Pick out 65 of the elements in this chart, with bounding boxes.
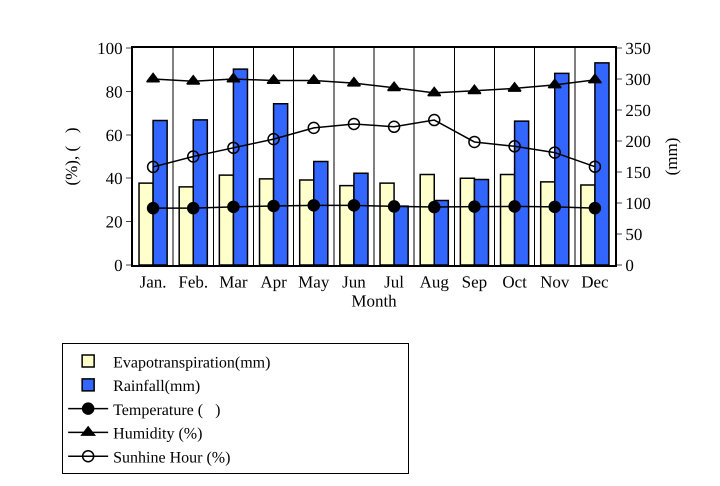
x-tick-label: Mar <box>219 272 248 292</box>
point <box>187 150 200 163</box>
legend-label: Temperature ( ) <box>113 402 220 419</box>
point <box>267 200 280 212</box>
point <box>588 202 602 214</box>
x-tick-label: Dec <box>581 272 610 292</box>
point <box>348 118 360 130</box>
y-tick-label: 40 <box>106 169 123 188</box>
y-tick-label: 100 <box>97 38 123 58</box>
point <box>308 199 320 212</box>
y2-tick-label: 0 <box>625 256 634 275</box>
x-tick-label: Feb. <box>178 272 208 292</box>
point <box>386 81 402 92</box>
point <box>508 200 521 213</box>
point <box>308 122 320 134</box>
legend-label: Sunhine Hour (%) <box>113 449 230 466</box>
point <box>267 132 280 146</box>
point <box>468 200 481 213</box>
y2-tick-label: 100 <box>625 194 651 213</box>
y-tick-label: 20 <box>106 212 123 232</box>
x-tick-label: Jun <box>342 272 366 292</box>
point <box>227 200 240 214</box>
y2-tick-label: 200 <box>625 132 651 151</box>
y-tick-label: 80 <box>106 82 123 102</box>
point <box>346 76 362 87</box>
point <box>548 146 561 159</box>
x-tick-label: Aug <box>420 272 450 292</box>
point <box>187 202 200 214</box>
y2-tick-label: 150 <box>625 162 651 182</box>
point <box>428 200 440 214</box>
y2-tick-label: 250 <box>625 100 651 120</box>
x-tick-label: Jan. <box>140 272 167 292</box>
x-tick-label: Jul <box>384 272 404 292</box>
point <box>468 136 481 148</box>
point <box>266 74 281 84</box>
y2-axis-title: (mm) <box>662 138 681 176</box>
point <box>548 200 561 214</box>
legend-label: Rainfall(mm) <box>113 378 200 396</box>
legend-label: Humidity (%) <box>113 426 202 443</box>
point <box>146 160 160 174</box>
point <box>388 120 400 134</box>
point <box>146 202 160 214</box>
legend-label: Evapotranspiration(mm) <box>113 354 270 372</box>
y2-tick-label: 300 <box>625 70 651 89</box>
point <box>388 200 400 213</box>
point <box>348 199 360 212</box>
y2-tick-label: 50 <box>625 224 642 244</box>
x-tick-label: Oct <box>502 272 528 292</box>
y-axis-title: (%), ( ) <box>62 127 82 186</box>
point <box>146 72 160 83</box>
point <box>186 74 200 85</box>
point <box>227 142 240 154</box>
point <box>306 74 321 84</box>
point <box>226 72 241 83</box>
y2-tick-label: 350 <box>625 38 651 58</box>
x-tick-label: Nov <box>540 272 570 292</box>
point <box>588 160 602 173</box>
point <box>428 114 440 126</box>
point <box>508 140 521 153</box>
x-axis-title: Month <box>351 291 398 310</box>
y-tick-label: 60 <box>106 126 123 145</box>
x-tick-label: May <box>298 272 330 292</box>
x-tick-label: Apr <box>260 272 288 292</box>
y-tick-label: 0 <box>114 256 123 275</box>
x-tick-label: Sep <box>462 272 488 292</box>
